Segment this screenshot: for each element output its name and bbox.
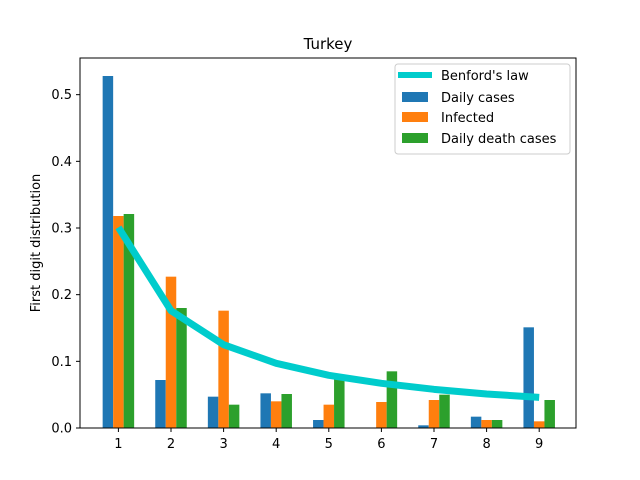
legend-label-infected: Infected	[441, 111, 494, 126]
bar-daily-cases-3	[207, 396, 219, 428]
y-axis: 0.0 0.1 0.2 0.3 0.4 0.5	[51, 88, 80, 437]
y-tick-label: 0.0	[51, 422, 72, 437]
legend-label-daily-cases: Daily cases	[441, 91, 515, 106]
x-tick-label: 6	[377, 437, 385, 452]
bar-infected-4	[270, 401, 282, 428]
bar-daily-cases-9	[523, 327, 534, 428]
x-axis: 1 2 3 4 5 6 7 8 9	[114, 428, 543, 452]
legend: Benford's law Daily cases Infected Daily…	[394, 63, 571, 155]
bar-infected-1	[113, 216, 124, 428]
plot-frame	[79, 57, 577, 429]
benford-line	[115, 225, 540, 401]
bar-daily-cases-5	[313, 420, 324, 428]
legend-swatch-daily-death-cases	[402, 133, 428, 143]
bar-daily-cases-1	[102, 76, 114, 428]
x-tick-label: 3	[219, 437, 227, 452]
bar-infected-2	[165, 276, 177, 428]
x-tick-label: 2	[167, 437, 175, 452]
legend-swatch-daily-cases	[402, 92, 428, 102]
bar-daily-death-cases-3	[228, 404, 240, 428]
legend-swatch-infected	[402, 112, 428, 122]
x-tick-label: 7	[430, 437, 438, 452]
y-tick-label: 0.2	[51, 288, 72, 303]
x-tick-label: 4	[272, 437, 280, 452]
x-tick-label: 1	[114, 437, 122, 452]
bar-infected-8	[481, 420, 492, 428]
y-axis-label: First digit distribution	[29, 174, 44, 313]
bar-daily-cases-2	[155, 380, 166, 428]
legend-box	[394, 63, 571, 155]
bar-infected-7	[428, 400, 440, 428]
bar-daily-cases-7	[418, 425, 429, 428]
y-tick-label: 0.5	[51, 88, 72, 103]
x-tick-label: 9	[535, 437, 543, 452]
x-tick-label: 8	[482, 437, 490, 452]
bar-daily-death-cases-6	[386, 371, 398, 428]
bar-daily-death-cases-9	[544, 400, 555, 428]
bar-infected-5	[323, 404, 335, 428]
bars-layer	[102, 76, 555, 428]
bar-infected-3	[218, 310, 229, 428]
legend-label-benford: Benford's law	[441, 69, 529, 84]
y-tick-label: 0.1	[51, 355, 72, 370]
y-tick-label: 0.4	[51, 155, 72, 170]
bar-infected-6	[376, 402, 387, 428]
bar-daily-death-cases-8	[491, 420, 503, 428]
bar-daily-death-cases-2	[176, 308, 187, 428]
bar-daily-death-cases-4	[281, 394, 292, 428]
benford-line-layer	[115, 225, 540, 401]
bar-daily-death-cases-1	[123, 214, 135, 428]
bar-daily-death-cases-7	[439, 394, 450, 428]
bar-daily-cases-4	[260, 393, 271, 428]
x-tick-label: 5	[325, 437, 333, 452]
bar-daily-death-cases-5	[334, 379, 345, 428]
bar-infected-9	[533, 421, 545, 428]
legend-label-daily-death-cases: Daily death cases	[441, 132, 557, 147]
y-tick-label: 0.3	[51, 222, 72, 237]
chart-title: Turkey	[303, 35, 353, 53]
bar-daily-cases-8	[470, 416, 482, 428]
